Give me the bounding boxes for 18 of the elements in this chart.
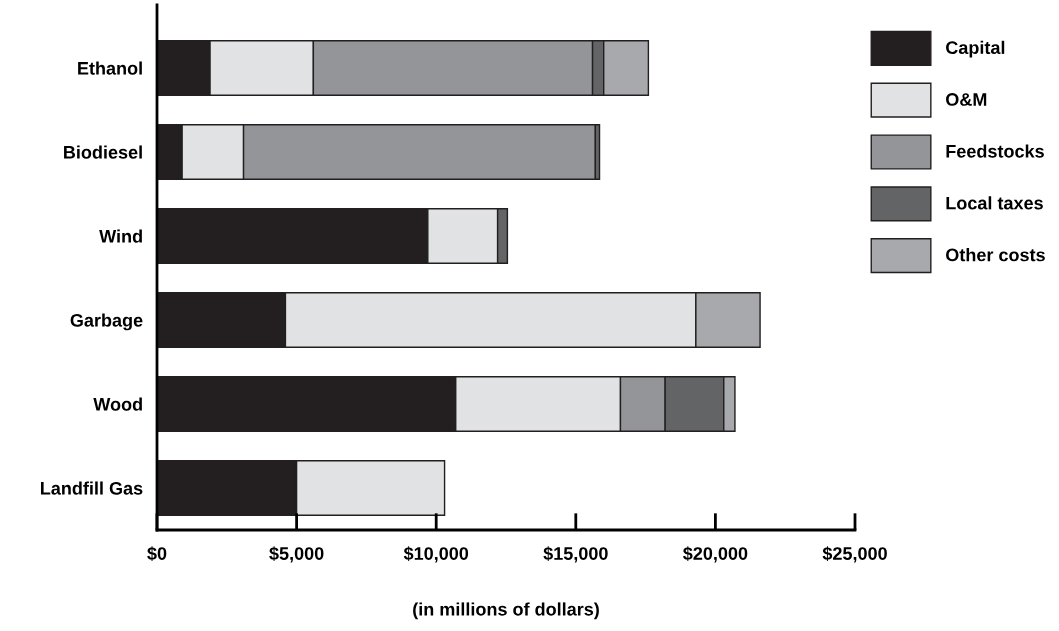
x-axis-title: (in millions of dollars): [413, 602, 599, 620]
legend-label: Feedstocks: [946, 144, 1044, 158]
y-tick-label: Biodiesel: [64, 145, 142, 159]
y-tick-label: Wind: [99, 229, 142, 243]
y-tick-label: Landfill Gas: [40, 481, 143, 495]
x-tick-label: $5,000: [269, 546, 324, 563]
y-tick-label: Ethanol: [78, 61, 142, 75]
legend-label: Capital: [946, 40, 1005, 58]
legend-label: Local taxes: [946, 196, 1043, 210]
y-tick-label: Garbage: [70, 313, 143, 331]
x-tick-label: $10,000: [403, 546, 469, 563]
x-tick-label: $20,000: [683, 546, 748, 563]
x-tick-label: $0: [147, 546, 167, 562]
x-tick-label: $25,000: [822, 546, 887, 563]
legend-label: O&M: [946, 93, 987, 106]
y-tick-label: Wood: [93, 397, 142, 411]
legend-label: Other costs: [946, 248, 1045, 262]
x-tick-label: $15,000: [543, 546, 608, 563]
